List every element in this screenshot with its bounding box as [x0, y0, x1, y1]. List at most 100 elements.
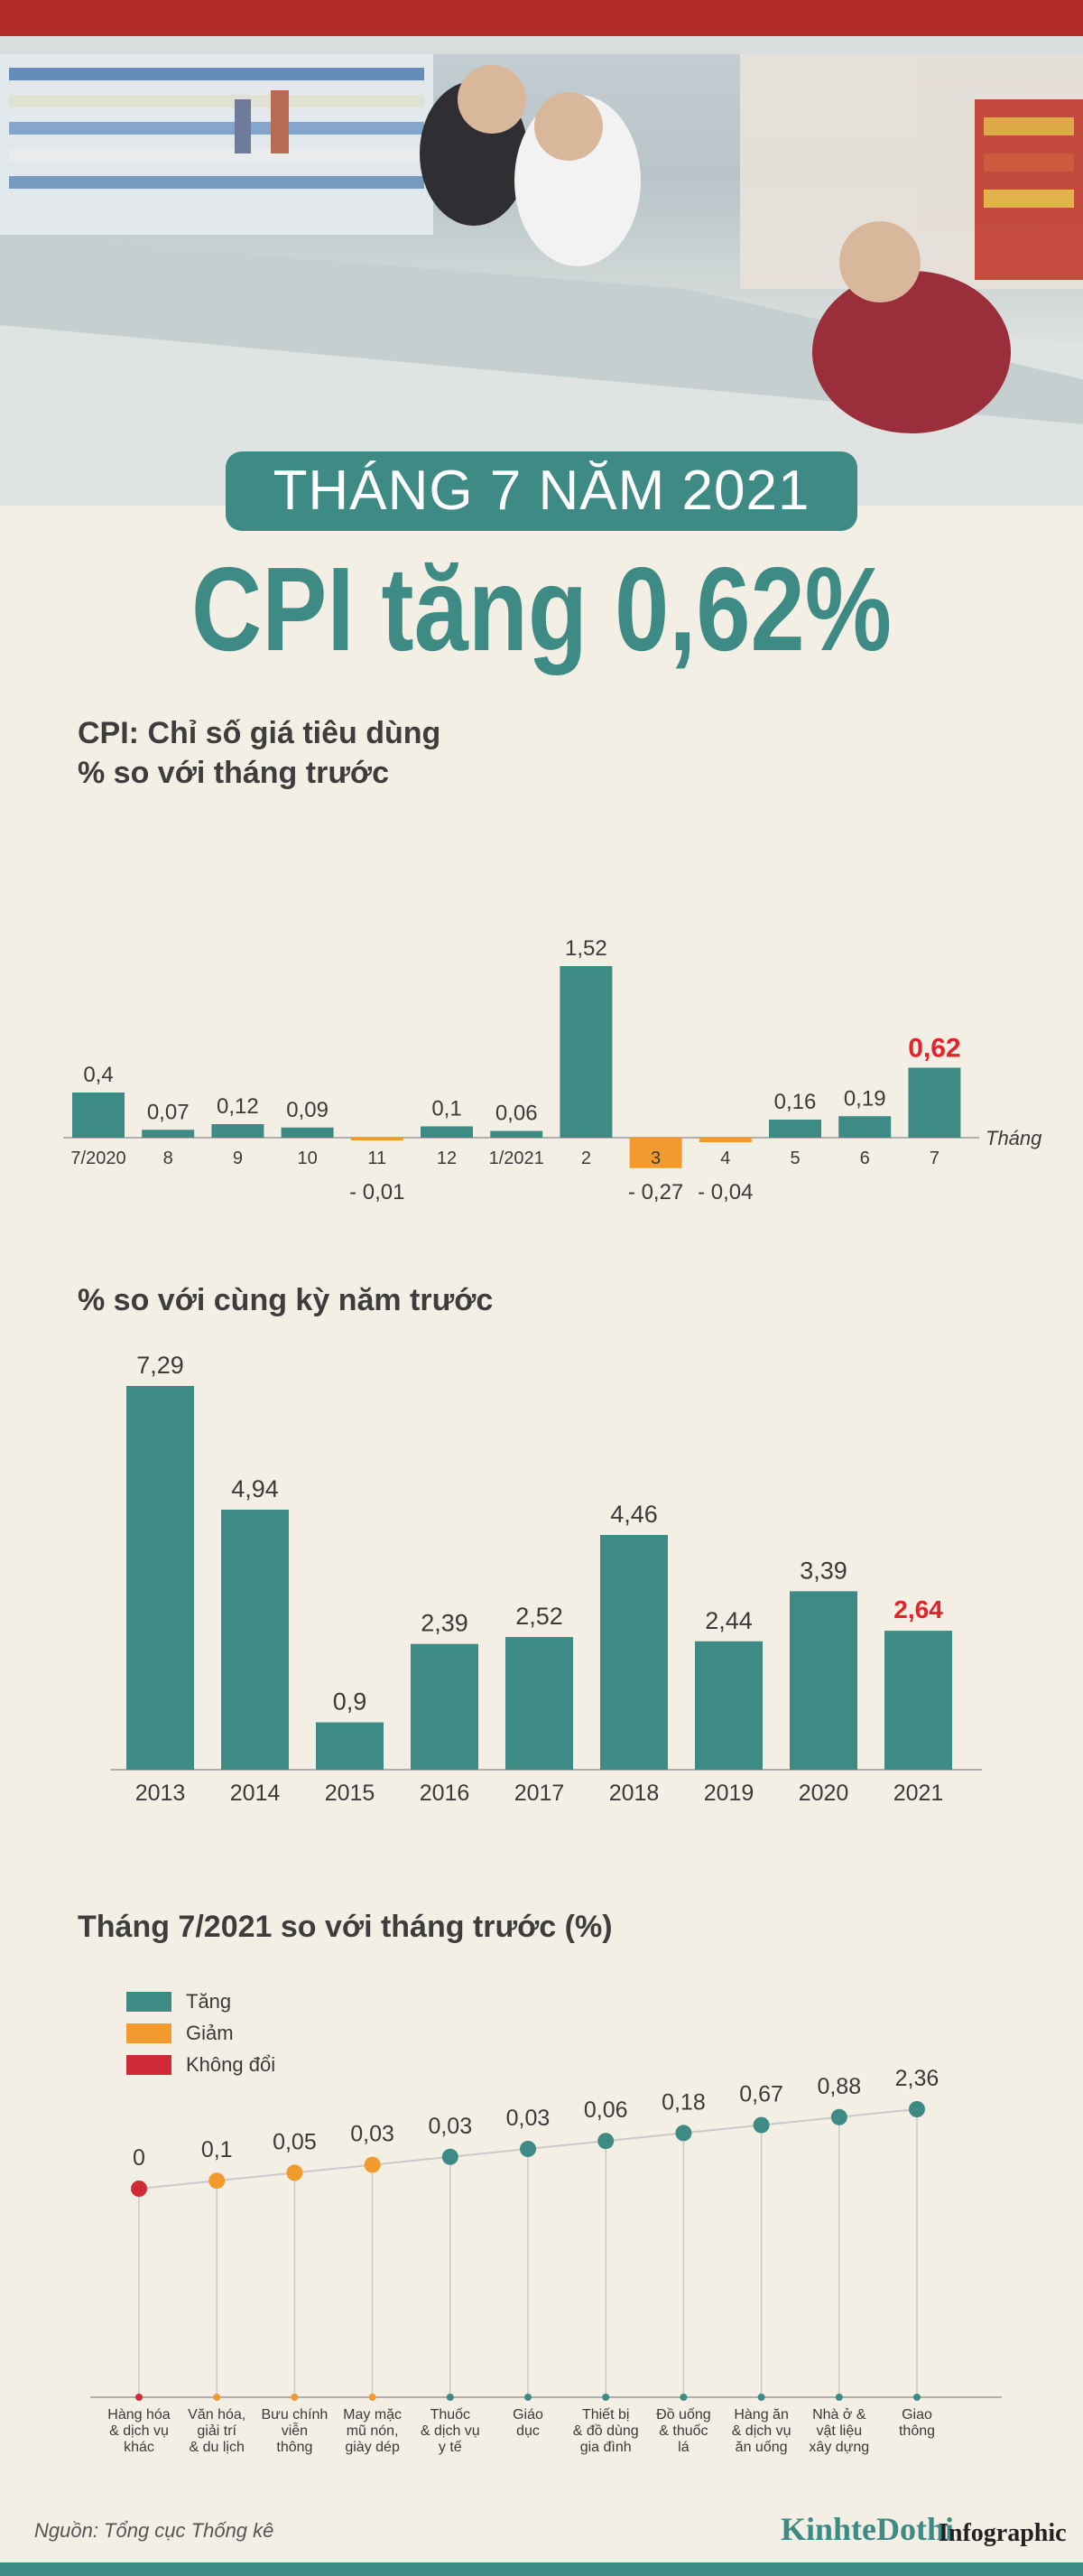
groups-chart-title: Tháng 7/2021 so với tháng trước (%) [78, 1910, 613, 1944]
groups-tick-label: & dịch vụ [109, 2423, 169, 2439]
groups-value-label: 0,06 [584, 2097, 628, 2123]
groups-tick-label: mũ nón, [347, 2423, 399, 2439]
groups-tick-label: viễn [282, 2422, 308, 2439]
groups-marker [909, 2101, 925, 2117]
monthly-value-label: - 0,27 [628, 1180, 683, 1204]
monthly-tick-label: 3 [651, 1149, 661, 1168]
monthly-tick-label: 7 [930, 1149, 940, 1168]
monthly-tick-label: 9 [233, 1149, 243, 1168]
title-badge: THÁNG 7 NĂM 2021 [226, 451, 857, 531]
groups-tick-label: dục [516, 2423, 540, 2439]
monthly-bar-1/2021 [490, 1130, 543, 1138]
groups-tick-label: xây dựng [809, 2440, 869, 2455]
groups-marker [208, 2172, 226, 2190]
groups-value-label: 0,67 [739, 2082, 783, 2107]
groups-axis-dot [291, 2394, 299, 2401]
monthly-value-label: 0,06 [495, 1102, 538, 1126]
monthly-bar-10 [281, 1127, 334, 1138]
groups-tick-label: Giao [902, 2407, 932, 2423]
yearly-tick-label: 2016 [420, 1781, 470, 1806]
monthly-value-label: 0,12 [217, 1094, 259, 1119]
monthly-chart-title-2: % so với tháng trước [78, 756, 390, 790]
yearly-bar-2014 [221, 1510, 289, 1770]
groups-tick-label: & du lịch [190, 2440, 245, 2455]
groups-value-label: 0,88 [817, 2074, 861, 2099]
groups-tick-label: May mặc [343, 2407, 402, 2423]
monthly-cpi-chart: 0,4 7/2020 0,07 8 0,12 9 0,09 10 - 0,01 11 0,1 12 0,… [63, 936, 1042, 1204]
groups-axis-dot [602, 2394, 610, 2401]
monthly-chart-title-1: CPI: Chỉ số giá tiêu dùng [78, 716, 441, 750]
yearly-value-label: 2,44 [705, 1607, 753, 1634]
yearly-tick-label: 2017 [514, 1781, 565, 1806]
groups-marker [364, 2156, 381, 2173]
yearly-tick-label: 2021 [893, 1781, 944, 1806]
brand-sub: Infographic [939, 2519, 1067, 2547]
groups-value-label: 0,03 [350, 2122, 394, 2147]
groups-tick-label: & dịch vụ [732, 2423, 791, 2439]
yearly-value-label: 4,46 [610, 1501, 658, 1528]
monthly-tick-label: 10 [297, 1149, 317, 1168]
legend-label: Tăng [186, 1990, 231, 2013]
monthly-bar-9 [211, 1124, 264, 1138]
legend-swatch [126, 2023, 171, 2043]
yearly-bar-2015 [316, 1722, 384, 1770]
groups-value-label: 0,18 [662, 2089, 706, 2115]
monthly-tick-label: 4 [720, 1149, 730, 1168]
monthly-value-label: 0,1 [431, 1097, 461, 1121]
yearly-value-label: 4,94 [231, 1475, 279, 1502]
groups-marker [520, 2141, 536, 2157]
groups-tick-label: ăn uống [736, 2440, 788, 2455]
yearly-cpi-chart: 7,29 2013 4,94 2014 0,9 2015 2,39 2016 2,52 2017 4… [110, 1352, 982, 1806]
groups-tick-label: thông [899, 2423, 935, 2439]
monthly-tick-label: 11 [367, 1149, 386, 1168]
yearly-value-label: 2,64 [893, 1595, 943, 1623]
groups-axis-dot [213, 2394, 221, 2401]
groups-marker [830, 2108, 847, 2125]
groups-tick-label: Thuốc [430, 2407, 470, 2423]
groups-tick-label: lá [678, 2440, 690, 2455]
yearly-bar-2017 [505, 1637, 573, 1770]
monthly-tick-label: 6 [860, 1149, 870, 1168]
supermarket-illustration [0, 0, 1083, 506]
monthly-bar-12 [421, 1126, 473, 1138]
yearly-value-label: 3,39 [800, 1557, 847, 1584]
groups-axis-dot [913, 2394, 921, 2401]
groups-tick-label: & đồ dùng [573, 2423, 639, 2439]
monthly-value-label: - 0,01 [349, 1180, 404, 1204]
yearly-bar-2021 [884, 1631, 952, 1770]
monthly-tick-label: 12 [437, 1149, 457, 1168]
groups-tick-label: khác [124, 2440, 154, 2455]
groups-tick-label: Văn hóa, [188, 2407, 245, 2423]
groups-tick-label: Bưu chính [261, 2407, 328, 2423]
groups-tick-label: Thiết bị [582, 2407, 629, 2423]
yearly-tick-label: 2015 [325, 1781, 375, 1806]
monthly-value-label: 0,4 [83, 1063, 113, 1087]
groups-tick-label: & dịch vụ [421, 2423, 480, 2439]
groups-value-label: 0 [133, 2145, 145, 2171]
groups-axis-dot [835, 2394, 843, 2401]
yearly-bar-2020 [790, 1591, 857, 1770]
legend-swatch [126, 2055, 171, 2075]
groups-axis-dot [757, 2394, 765, 2401]
footer-bar [0, 2562, 1083, 2576]
yearly-tick-label: 2020 [799, 1781, 849, 1806]
groups-tick-label: giày dép [345, 2440, 400, 2455]
monthly-bar-5 [769, 1120, 821, 1138]
yearly-tick-label: 2019 [704, 1781, 754, 1806]
monthly-x-axis-label: Tháng [986, 1127, 1042, 1149]
groups-tick-label: giải trí [197, 2423, 236, 2439]
monthly-value-label: 0,62 [908, 1034, 960, 1064]
legend-label: Giảm [186, 2022, 234, 2044]
monthly-tick-label: 2 [581, 1149, 591, 1168]
source-note: Nguồn: Tổng cục Thống kê [34, 2519, 274, 2542]
yearly-value-label: 2,39 [421, 1610, 468, 1637]
groups-tick-label: Giáo [513, 2407, 543, 2423]
monthly-bar-7/2020 [72, 1093, 125, 1138]
legend-label: Không đổi [186, 2053, 275, 2076]
monthly-value-label: 1,52 [565, 936, 607, 961]
groups-tick-label: Hàng hóa [107, 2407, 170, 2423]
headline: CPI tăng 0,62% [191, 543, 892, 675]
yearly-bar-2019 [695, 1641, 763, 1770]
monthly-value-label: - 0,04 [698, 1180, 753, 1204]
